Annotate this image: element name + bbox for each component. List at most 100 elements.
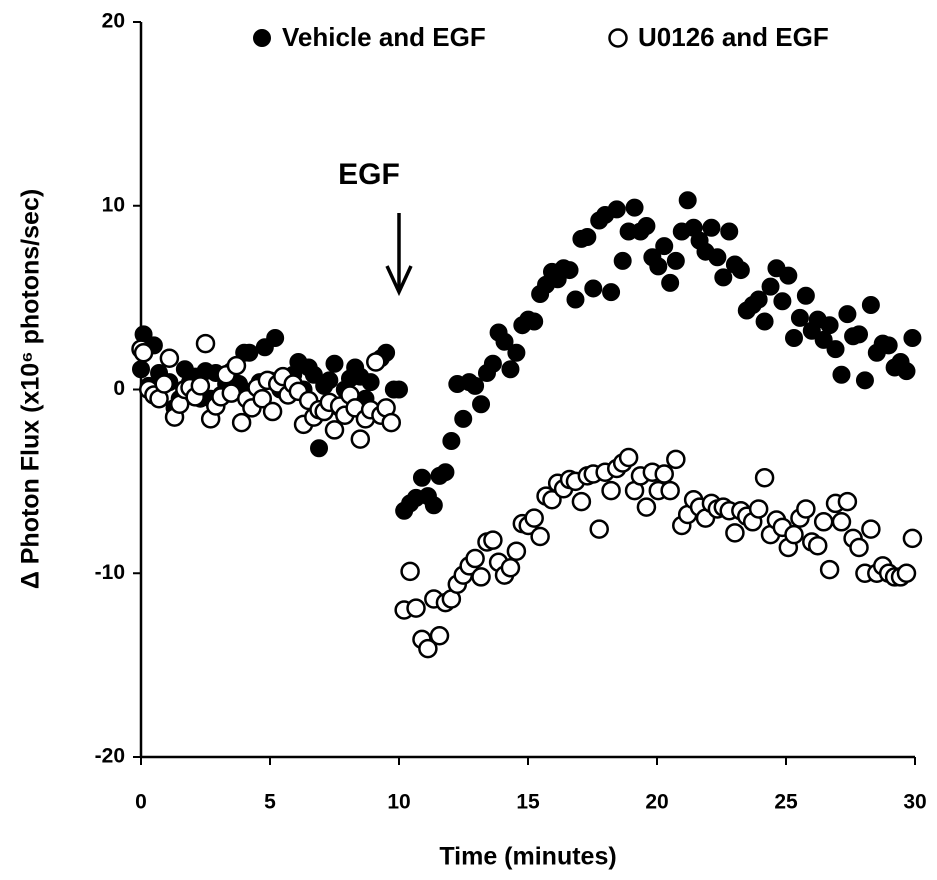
point: [601, 480, 621, 501]
point: [636, 497, 657, 517]
x-tick-label: 25: [774, 791, 798, 814]
point: [350, 429, 371, 449]
point: [530, 526, 550, 547]
legend-marker: [253, 29, 271, 47]
point: [366, 352, 386, 372]
point: [832, 365, 851, 384]
point: [618, 447, 639, 468]
point: [412, 468, 431, 487]
point: [655, 237, 674, 256]
point: [879, 336, 898, 355]
legend-label: U0126 and EGF: [638, 22, 829, 52]
point: [495, 332, 514, 351]
point: [649, 257, 668, 276]
point: [850, 325, 869, 344]
point: [195, 333, 216, 354]
point: [542, 490, 562, 510]
point: [602, 283, 621, 302]
point: [190, 376, 211, 396]
y-tick-label: 0: [113, 377, 125, 400]
point: [660, 480, 680, 501]
point: [310, 439, 329, 458]
point: [500, 557, 521, 578]
point: [154, 374, 174, 394]
point: [755, 312, 774, 331]
point: [714, 268, 733, 287]
point: [466, 376, 485, 395]
point: [132, 360, 150, 379]
point: [849, 537, 869, 558]
annotation-arrowhead: [385, 265, 413, 297]
point: [406, 598, 426, 618]
point: [725, 523, 745, 543]
point: [320, 371, 339, 390]
point: [826, 340, 845, 359]
point: [506, 541, 527, 561]
point: [720, 222, 739, 241]
point: [661, 273, 680, 292]
y-axis-title: Δ Photon Flux (x10⁶ photons/sec): [17, 189, 45, 589]
annotation: EGF: [338, 158, 400, 191]
point: [571, 491, 592, 512]
point: [252, 388, 273, 409]
point: [507, 343, 526, 362]
point: [625, 198, 644, 217]
point: [578, 227, 597, 246]
point: [708, 248, 727, 267]
point: [897, 362, 916, 381]
point: [525, 312, 544, 331]
point: [819, 559, 840, 580]
point: [796, 286, 815, 305]
y-tick-label: 10: [102, 193, 125, 216]
point: [159, 348, 180, 369]
point: [436, 463, 455, 482]
point: [424, 496, 443, 515]
point: [754, 467, 775, 488]
point: [400, 561, 420, 582]
point: [262, 401, 283, 422]
point: [524, 508, 544, 528]
point: [454, 409, 473, 428]
point: [831, 512, 852, 532]
point: [820, 316, 839, 335]
point: [471, 567, 491, 587]
point: [637, 216, 656, 235]
point: [390, 380, 408, 399]
point: [837, 491, 858, 512]
point: [560, 261, 579, 280]
point: [761, 277, 780, 296]
point: [748, 499, 769, 519]
point: [790, 308, 809, 327]
point: [861, 295, 880, 314]
point: [226, 355, 247, 376]
point: [266, 329, 285, 348]
y-tick-label: -20: [95, 745, 125, 768]
point: [465, 548, 485, 569]
point: [654, 464, 674, 484]
x-tick-label: 30: [903, 791, 926, 814]
point: [749, 290, 768, 309]
point: [607, 200, 626, 219]
point: [796, 499, 816, 519]
point: [501, 360, 520, 379]
point: [442, 431, 461, 450]
point: [666, 449, 686, 470]
point: [702, 218, 721, 237]
point: [240, 343, 259, 362]
x-tick-label: 5: [264, 791, 276, 814]
point: [838, 305, 857, 324]
point: [861, 519, 881, 539]
point: [666, 251, 685, 270]
point: [361, 373, 380, 392]
point: [613, 251, 632, 270]
point: [903, 329, 922, 348]
point: [678, 191, 697, 210]
point: [483, 530, 503, 550]
legend-label: Vehicle and EGF: [282, 22, 486, 52]
point: [784, 329, 803, 348]
point: [584, 279, 603, 298]
point: [325, 354, 344, 373]
point: [589, 519, 609, 539]
